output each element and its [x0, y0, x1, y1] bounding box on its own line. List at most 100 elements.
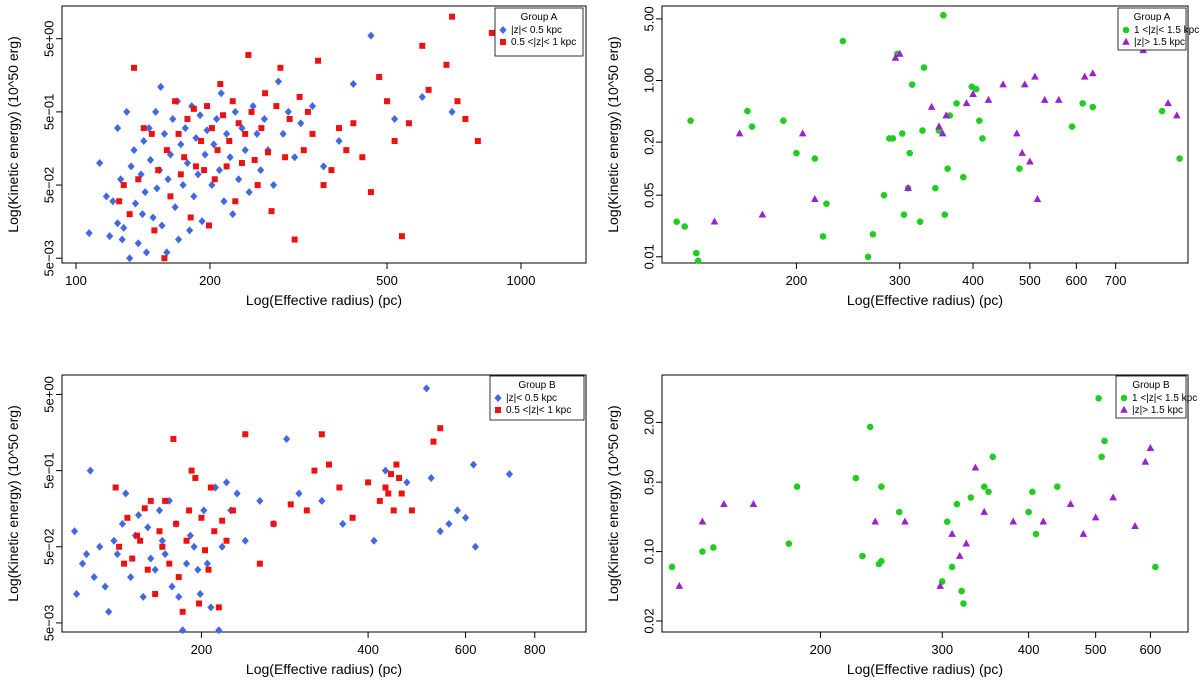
legend-marker [494, 394, 502, 402]
data-point [82, 550, 91, 559]
data-point [160, 129, 169, 138]
data-point [175, 592, 183, 601]
data-point [388, 471, 395, 478]
y-axis-label: Log(Kinetic energy) (10^50 erg) [605, 405, 621, 601]
data-point [219, 517, 226, 524]
data-point [260, 114, 268, 123]
data-point [152, 107, 160, 116]
y-axis-label: Log(Kinetic energy) (10^50 erg) [5, 36, 21, 232]
data-point [1080, 72, 1089, 80]
y-tick-label: 5e+00 [41, 20, 56, 57]
data-point [1018, 148, 1026, 156]
data-point [131, 199, 140, 208]
data-point [157, 82, 165, 91]
data-point [175, 130, 182, 137]
data-point [177, 171, 184, 178]
data-point [296, 93, 303, 100]
data-point [186, 226, 194, 235]
data-point [206, 222, 213, 229]
data-point [339, 519, 347, 528]
data-point [187, 214, 194, 221]
plot-frame [61, 374, 587, 633]
data-point [505, 470, 514, 479]
data-point [129, 555, 136, 562]
x-tick-label: 200 [191, 642, 213, 657]
chart-top-right: 200 300 400 500 600 700 0.01 0.05 0.20 1.00 5.00 Lo… [605, 5, 1199, 308]
data-point [232, 198, 239, 205]
data-point [215, 626, 223, 635]
data-point [315, 57, 322, 64]
data-point [735, 129, 744, 137]
data-point [201, 150, 209, 159]
data-point [181, 124, 189, 133]
data-point [147, 497, 154, 504]
data-point [328, 167, 335, 174]
data-point [308, 102, 317, 111]
data-point [256, 560, 263, 567]
data-point [425, 86, 432, 93]
data-point [1152, 563, 1159, 571]
data-point [118, 519, 127, 528]
data-point [462, 115, 469, 122]
data-point [190, 542, 198, 551]
x-tick-label: 400 [357, 642, 379, 657]
data-point [852, 474, 860, 482]
x-tick-label: 500 [376, 273, 398, 288]
data-point [72, 589, 81, 598]
data-point [906, 149, 914, 157]
y-tick-label: 0.20 [641, 129, 656, 154]
data-point [242, 130, 249, 137]
x-tick-label: 300 [931, 642, 953, 657]
data-point [488, 29, 495, 36]
y-tick-label: 5e−01 [41, 452, 56, 489]
data-point [220, 197, 228, 206]
data-point [194, 170, 202, 179]
data-point [238, 160, 245, 167]
data-point [146, 155, 155, 164]
data-point [203, 126, 211, 135]
data-point [393, 461, 400, 468]
data-point [453, 506, 462, 515]
data-point [1079, 100, 1086, 107]
data-point [935, 122, 943, 130]
data-point [1029, 488, 1036, 496]
data-point [864, 253, 872, 261]
data-point [158, 536, 166, 545]
data-point [173, 520, 180, 527]
x-tick-label: 1000 [507, 273, 536, 288]
data-point [118, 235, 126, 244]
data-point [229, 210, 237, 219]
x-axis-label: Log(Effective radius) (pc) [246, 661, 402, 677]
data-point [798, 129, 807, 137]
data-point [220, 112, 227, 119]
data-point [274, 77, 283, 86]
legend-box [489, 375, 585, 421]
data-point [264, 149, 271, 156]
data-point [422, 384, 431, 393]
data-point [86, 466, 94, 475]
legend-entry: 0.5 <|z|< 1 kpc [511, 37, 576, 48]
data-point [859, 552, 866, 560]
data-point [192, 133, 200, 142]
data-point [1172, 111, 1181, 119]
data-point [1013, 129, 1021, 137]
data-point [959, 173, 967, 181]
data-point [419, 42, 426, 49]
x-tick-label: 700 [1105, 273, 1127, 288]
data-point [117, 175, 125, 184]
data-point [113, 124, 122, 133]
data-point [163, 248, 171, 257]
data-point [113, 550, 121, 559]
data-point [448, 107, 456, 116]
data-point [161, 550, 169, 559]
data-point [140, 136, 148, 145]
data-point [985, 488, 992, 496]
data-point [391, 137, 398, 144]
data-point [151, 227, 158, 234]
data-point [318, 431, 325, 438]
data-point [130, 146, 138, 155]
data-point [927, 102, 936, 110]
data-point [196, 111, 204, 120]
data-point [162, 497, 169, 504]
data-point [999, 80, 1007, 88]
